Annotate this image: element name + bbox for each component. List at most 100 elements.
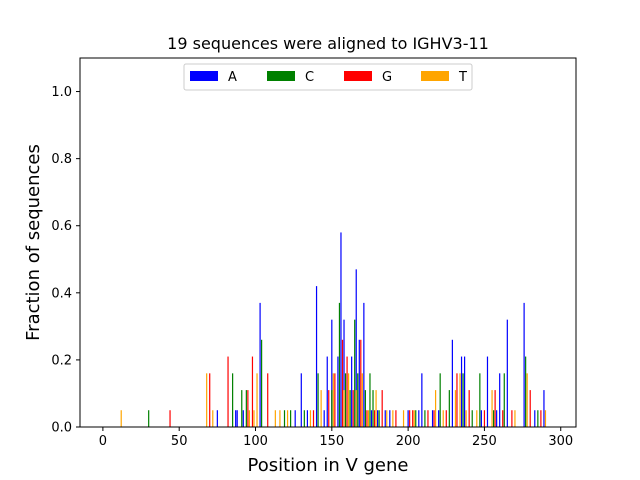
bar-G-1 <box>209 373 211 427</box>
legend-swatch-T <box>421 71 449 81</box>
bar-A-32 <box>486 356 489 427</box>
bar-C-28 <box>525 356 527 427</box>
bar-G-4 <box>251 356 254 427</box>
bar-C-4 <box>261 339 263 427</box>
bar-A-9 <box>323 410 325 427</box>
bar-T-18 <box>386 410 388 427</box>
bar-C-29 <box>537 410 539 427</box>
bar-G-21 <box>445 410 447 427</box>
bar-A-7 <box>306 410 308 427</box>
chart-title: 19 sequences were aligned to IGHV3-11 <box>167 34 489 53</box>
bar-T-13 <box>348 373 350 427</box>
bar-A-28 <box>451 339 453 427</box>
y-axis-label: Fraction of sequences <box>23 144 44 341</box>
bar-C-24 <box>471 410 473 427</box>
bar-C-26 <box>492 410 495 427</box>
x-tick-label: 200 <box>396 434 421 449</box>
bar-T-30 <box>526 373 528 427</box>
plot-frame <box>79 57 577 428</box>
bar-C-7 <box>303 410 305 427</box>
bar-C-13 <box>354 319 356 427</box>
bar-G-27 <box>511 410 513 427</box>
bar-T-26 <box>465 410 467 427</box>
bar-G-6 <box>312 410 315 427</box>
bar-T-12 <box>343 390 345 427</box>
bar-A-23 <box>407 410 409 427</box>
bars-layer <box>120 232 547 427</box>
bar-A-16 <box>355 269 357 427</box>
bar-A-0 <box>216 410 218 427</box>
bar-T-16 <box>367 410 370 427</box>
legend-swatch-C <box>267 71 295 81</box>
bar-A-3 <box>242 410 244 427</box>
bar-T-8 <box>286 410 289 427</box>
bar-G-5 <box>267 373 269 427</box>
bar-T-24 <box>454 390 457 427</box>
bar-A-5 <box>294 410 296 427</box>
bar-T-23 <box>442 410 444 427</box>
bar-T-17 <box>375 390 377 427</box>
bar-A-2 <box>236 410 238 427</box>
x-tick-label: 150 <box>319 434 344 449</box>
bar-A-17 <box>358 339 360 427</box>
bar-A-6 <box>300 373 302 427</box>
y-tick-label: 0.0 <box>51 421 72 436</box>
bar-G-13 <box>366 410 368 427</box>
bar-A-24 <box>418 410 420 427</box>
bar-A-29 <box>460 356 463 427</box>
bar-T-21 <box>413 410 415 427</box>
x-tick-label: 250 <box>472 434 497 449</box>
bar-G-7 <box>328 390 330 427</box>
bar-T-20 <box>402 410 405 427</box>
bar-C-0 <box>148 410 150 427</box>
bar-G-10 <box>346 356 348 427</box>
bar-T-29 <box>514 410 516 427</box>
bar-A-21 <box>384 410 386 427</box>
y-tick-label: 0.6 <box>51 219 72 234</box>
bar-T-19 <box>392 410 394 427</box>
bar-C-6 <box>290 410 292 427</box>
legend-label-T: T <box>458 70 467 85</box>
legend-label-G: G <box>382 70 392 85</box>
bar-T-0 <box>120 410 122 427</box>
bar-A-20 <box>377 410 379 427</box>
bar-G-28 <box>529 390 531 427</box>
bar-A-38 <box>543 390 545 427</box>
bar-C-20 <box>424 410 426 427</box>
bar-A-27 <box>438 410 440 427</box>
bar-G-22 <box>456 373 458 427</box>
bar-C-23 <box>462 373 464 427</box>
bar-A-22 <box>389 410 391 427</box>
bar-G-17 <box>409 410 411 427</box>
bar-C-1 <box>232 373 234 427</box>
bar-T-10 <box>320 390 322 427</box>
bar-G-19 <box>427 410 429 427</box>
bar-T-31 <box>544 410 547 427</box>
bar-C-16 <box>369 373 371 427</box>
bar-T-7 <box>279 410 281 427</box>
bar-T-22 <box>434 390 437 427</box>
bar-T-2 <box>212 410 214 427</box>
bar-A-33 <box>496 410 498 427</box>
bar-C-17 <box>372 390 374 427</box>
bar-G-16 <box>395 410 397 427</box>
y-tick-label: 0.4 <box>51 286 72 301</box>
bar-T-27 <box>476 410 478 427</box>
bar-T-14 <box>355 390 357 427</box>
bar-A-14 <box>343 319 345 427</box>
bar-T-1 <box>206 373 208 427</box>
bar-C-12 <box>349 390 351 427</box>
x-tick-label: 0 <box>99 434 107 449</box>
bar-A-31 <box>480 410 482 427</box>
bar-C-10 <box>338 302 341 427</box>
bar-T-28 <box>491 390 493 427</box>
bar-A-26 <box>431 410 434 427</box>
bar-C-9 <box>331 390 333 427</box>
legend-swatch-A <box>190 71 218 81</box>
bar-C-5 <box>283 410 286 427</box>
bar-T-3 <box>248 410 250 427</box>
bar-G-0 <box>169 410 171 427</box>
bar-A-11 <box>331 319 333 427</box>
